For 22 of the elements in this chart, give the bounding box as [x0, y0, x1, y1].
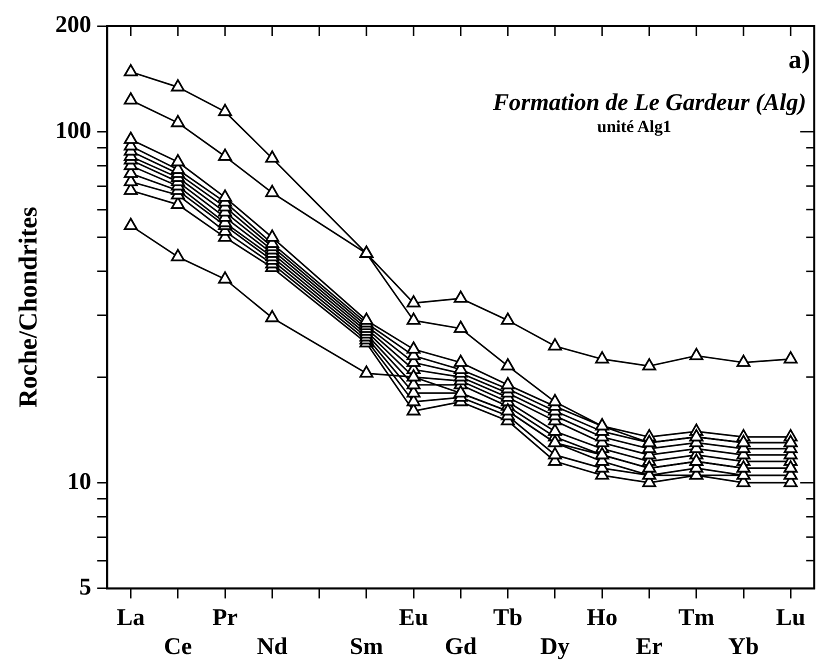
x-tick-label: Gd [444, 634, 478, 660]
x-tick-label: Pr [212, 605, 238, 632]
x-tick-label: Dy [540, 634, 570, 660]
y-tick-label: 200 [55, 12, 92, 38]
x-tick-label: Ho [586, 605, 618, 632]
y-tick-label: 100 [55, 118, 92, 144]
x-tick-label: Eu [398, 605, 428, 632]
x-tick-label: Sm [350, 634, 384, 660]
x-tick-label: Yb [728, 634, 759, 660]
y-tick-label: 5 [79, 574, 92, 601]
x-tick-label: Ce [164, 634, 192, 660]
x-tick-label: Er [636, 634, 663, 660]
x-tick-label: Tb [493, 605, 523, 632]
x-tick-label: Tm [678, 605, 714, 632]
x-tick-label: La [116, 605, 145, 632]
y-axis-title: Roche/Chondrites [13, 206, 42, 408]
x-tick-label: Nd [256, 634, 288, 660]
text: unité Alg1 [597, 117, 672, 136]
text: Formation de Le Gardeur (Alg) [492, 90, 806, 116]
annotation: a) [788, 45, 810, 74]
y-tick-label: 10 [67, 468, 92, 495]
x-tick-label: Lu [776, 605, 806, 632]
